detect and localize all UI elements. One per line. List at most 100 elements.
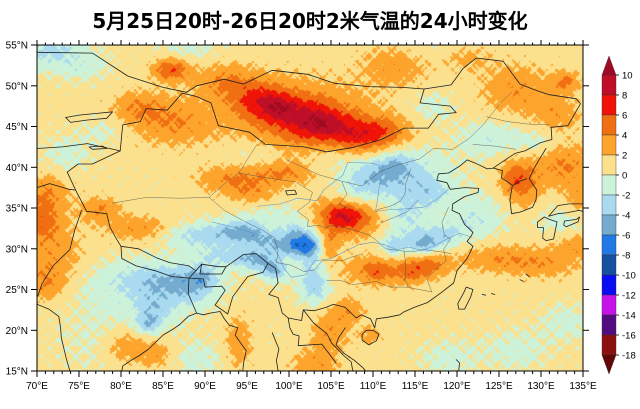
coastlines-line [481, 294, 486, 296]
national-borders [37, 51, 581, 371]
province-borders-line [376, 168, 412, 210]
national-borders-line [271, 332, 280, 371]
colorbar-label: -4 [622, 211, 630, 222]
province-borders-line [287, 92, 512, 187]
province-borders-line [486, 116, 550, 126]
colorbar: 10 8 6 4 2 0 -2 -4 -6 -8 -10 -12 -14 -16 -18 [601, 55, 636, 375]
national-borders-line [187, 277, 197, 314]
province-borders-line [276, 254, 361, 272]
national-borders-line [227, 263, 269, 315]
coastlines-line [492, 148, 547, 215]
x-axis-label: 120°E [443, 381, 471, 392]
x-axis-label: 125°E [485, 381, 513, 392]
colorbar-label: -16 [622, 331, 636, 342]
national-borders-line [188, 277, 229, 315]
colorbar-label: 2 [622, 151, 627, 162]
national-borders-line [66, 57, 581, 329]
colorbar-arrow-down [601, 354, 617, 375]
province-borders-line [441, 206, 451, 240]
coastlines-line [285, 189, 297, 196]
y-axis-label: 30°N [6, 244, 28, 255]
province-borders-line [443, 238, 451, 262]
x-axis-label: 100°E [275, 381, 303, 392]
x-axis-label: 115°E [402, 381, 429, 392]
x-axis-label: 135°E [569, 381, 597, 392]
plot-frame [36, 44, 584, 372]
coastlines [37, 111, 583, 371]
x-axis-label: 130°E [527, 381, 555, 392]
province-borders [112, 92, 550, 293]
province-borders-line [273, 237, 279, 263]
y-axis-label: 15°N [6, 367, 28, 378]
province-borders-line [238, 172, 375, 240]
x-axis-label: 95°E [236, 381, 258, 392]
province-borders-line [472, 144, 517, 150]
coastlines-line [491, 293, 496, 295]
province-borders-line [208, 144, 258, 198]
colorbar-segment [601, 234, 617, 256]
colorbar-segment [601, 214, 617, 236]
axis-labels: 70°E 75°E 80°E 85°E 90°E 95°E 100°E 105°E 110°E 1… [6, 41, 597, 393]
colorbar-segment [601, 74, 617, 96]
colorbar-label: -10 [622, 271, 636, 282]
province-borders-line [403, 250, 409, 288]
colorbar-label: -8 [622, 251, 630, 262]
coastlines-line [65, 111, 113, 123]
coastlines-line [457, 286, 474, 310]
national-borders-line [37, 210, 82, 297]
national-borders-line [512, 178, 528, 186]
national-borders-line [120, 245, 197, 279]
coastlines-line [361, 329, 380, 346]
x-axis-label: 70°E [26, 381, 48, 392]
colorbar-segment [601, 294, 617, 316]
x-axis-label: 105°E [317, 381, 345, 392]
colorbar-segment [601, 194, 617, 216]
y-axis-label: 50°N [6, 81, 28, 92]
chart-title: 5月25日20时-26日20时2米气温的24小时变化 [92, 9, 528, 33]
colorbar-segment [601, 314, 617, 336]
coastlines-line [121, 311, 247, 371]
coastlines-line [519, 279, 524, 282]
y-axis-label: 20°N [6, 326, 28, 337]
temperature-change-field-layer [37, 45, 583, 371]
national-borders-line [37, 183, 76, 191]
colorbar-label: 4 [622, 131, 627, 142]
x-axis-label: 90°E [194, 381, 216, 392]
colorbar-segment [601, 274, 617, 296]
colorbar-label: -6 [622, 231, 630, 242]
national-borders-line [199, 263, 227, 275]
national-borders-line [186, 69, 425, 93]
colorbar-label: -14 [622, 311, 636, 322]
axis-ticks [31, 40, 589, 377]
rivers-line [256, 162, 449, 212]
colorbar-label: -2 [622, 191, 630, 202]
province-borders-line [112, 197, 210, 204]
colorbar-label: 0 [622, 171, 627, 182]
province-borders-line [326, 280, 433, 293]
coastlines-line [537, 216, 558, 241]
province-borders-line [374, 238, 452, 254]
y-axis-label: 55°N [6, 41, 28, 52]
colorbar-segment [601, 254, 617, 276]
rivers-line [211, 221, 473, 278]
colorbar-label: -18 [622, 351, 636, 362]
coastlines-line [525, 273, 530, 277]
y-axis-label: 35°N [6, 204, 28, 215]
province-borders-line [380, 199, 419, 223]
colorbar-segment [601, 334, 617, 356]
colorbar-segment [601, 94, 617, 116]
national-borders-line [302, 309, 354, 371]
province-borders-line [426, 260, 447, 293]
rivers [211, 162, 473, 278]
y-axis-label: 40°N [6, 163, 28, 174]
colorbar-segment [601, 134, 617, 156]
national-borders-line [37, 51, 187, 93]
x-axis-label: 85°E [152, 381, 174, 392]
province-borders-line [339, 181, 350, 210]
colorbar-segment [601, 154, 617, 176]
y-axis-label: 45°N [6, 122, 28, 133]
colorbar-label: 6 [622, 111, 627, 122]
coastlines-line [548, 203, 583, 217]
